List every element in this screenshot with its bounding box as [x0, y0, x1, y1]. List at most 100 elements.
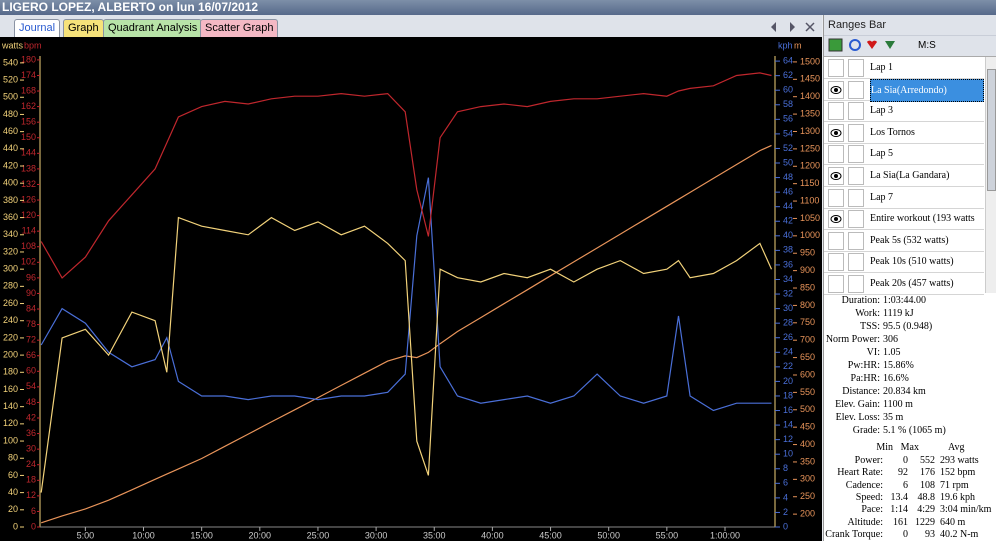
visibility-toggle[interactable]	[828, 275, 844, 293]
y-tick-label: 114	[22, 226, 36, 236]
row-label: Altitude:	[847, 516, 883, 528]
lock-toggle[interactable]	[848, 80, 864, 99]
range-name[interactable]: Los Tornos	[870, 126, 915, 138]
toolbar-label[interactable]: M:S	[918, 40, 936, 51]
avg-value: 40.2 N-m	[940, 528, 979, 540]
y-tick-label: 58	[783, 99, 793, 109]
visibility-toggle[interactable]	[828, 188, 844, 207]
panel-title: Ranges Bar	[824, 15, 996, 35]
lock-toggle[interactable]	[848, 59, 864, 77]
y-tick-label: 168	[21, 85, 36, 95]
range-row[interactable]: La Sia(Arredondo)	[824, 78, 984, 102]
visibility-toggle[interactable]	[828, 80, 844, 99]
y-tick-label: 1000	[800, 230, 820, 240]
y-tick-label: 800	[800, 300, 815, 310]
max-value: 93	[925, 528, 935, 540]
y-tick-label: 1050	[800, 213, 820, 223]
range-row[interactable]: Lap 3	[824, 100, 984, 123]
range-name[interactable]: Peak 5s (532 watts)	[870, 234, 949, 246]
y-tick-label: 500	[800, 404, 815, 414]
visibility-toggle[interactable]	[828, 210, 844, 229]
range-name[interactable]: La Sia(La Gandara)	[870, 170, 950, 181]
max-value: 108	[920, 479, 935, 491]
visibility-toggle[interactable]	[828, 231, 844, 250]
y-tick-label: 1300	[800, 126, 820, 136]
range-row[interactable]: Peak 5s (532 watts)	[824, 230, 984, 252]
y-tick-label: 400	[800, 439, 815, 449]
row-label: Cadence:	[845, 479, 883, 491]
lock-toggle[interactable]	[848, 275, 864, 293]
range-name[interactable]: Lap 7	[870, 191, 894, 203]
y-tick-label: 540	[3, 57, 18, 67]
lock-toggle[interactable]	[848, 253, 864, 272]
range-name[interactable]: Peak 20s (457 watts)	[870, 278, 954, 289]
visibility-toggle[interactable]	[828, 167, 844, 185]
y-tick-label: 80	[8, 453, 18, 463]
y-tick-label: 102	[21, 257, 36, 267]
y-tick-label: 6	[31, 506, 36, 516]
window-title: LIGERO LOPEZ, ALBERTO on lun 16/07/2012	[0, 0, 996, 15]
tab[interactable]: Quadrant Analysis	[103, 19, 203, 37]
y-tick-label: 138	[21, 163, 36, 173]
x-tick-label: 45:00	[539, 530, 562, 540]
row-label: Heart Rate:	[837, 467, 883, 479]
range-name[interactable]: La Sia(Arredondo)	[870, 78, 984, 102]
tab[interactable]: Graph	[63, 19, 104, 37]
range-row[interactable]: Lap 5	[824, 143, 984, 166]
range-row[interactable]: La Sia(La Gandara)	[824, 165, 984, 187]
y-tick-label: 420	[3, 160, 18, 170]
range-row[interactable]: Entire workout (193 watts	[824, 208, 984, 231]
table-header: Avg	[948, 442, 965, 453]
lock-toggle[interactable]	[848, 102, 864, 121]
visibility-toggle[interactable]	[828, 59, 844, 77]
lock-toggle[interactable]	[848, 123, 864, 142]
y-tick-label: 700	[800, 335, 815, 345]
scroll-thumb[interactable]	[987, 69, 996, 191]
data-line	[41, 144, 772, 524]
y-tick-label: 120	[21, 210, 36, 220]
stat-value: 5.1 % (1065 m)	[883, 425, 946, 436]
visibility-toggle[interactable]	[828, 102, 844, 121]
y-tick-label: 66	[26, 350, 36, 360]
y-tick-label: 32	[783, 288, 793, 298]
x-tick-label: 30:00	[365, 530, 388, 540]
y-tick-label: 150	[21, 132, 36, 142]
range-row[interactable]: Lap 7	[824, 187, 984, 209]
y-tick-label: 200	[800, 509, 815, 519]
y-tick-label: 18	[26, 475, 36, 485]
lock-toggle[interactable]	[848, 145, 864, 164]
y-tick-label: 20	[783, 376, 793, 386]
range-name[interactable]: Lap 3	[870, 105, 894, 117]
range-row[interactable]: Lap 1	[824, 57, 984, 79]
tab[interactable]: Scatter Graph	[200, 19, 279, 37]
range-row[interactable]: Los Tornos	[824, 122, 984, 144]
visibility-toggle[interactable]	[828, 123, 844, 142]
y-tick-label: 950	[800, 248, 815, 258]
range-row[interactable]: Peak 20s (457 watts)	[824, 273, 984, 295]
range-name[interactable]: Entire workout (193 watts	[870, 213, 975, 225]
y-tick-label: 1500	[800, 56, 820, 66]
range-name[interactable]: Peak 10s (510 watts)	[870, 256, 954, 268]
y-tick-label: 500	[3, 92, 18, 102]
data-line	[40, 72, 772, 279]
lock-toggle[interactable]	[848, 210, 864, 229]
range-row[interactable]: Peak 10s (510 watts)	[824, 251, 984, 274]
x-tick-label: 40:00	[481, 530, 504, 540]
tab[interactable]: Journal	[14, 19, 61, 37]
range-name[interactable]: Lap 5	[870, 148, 894, 160]
x-tick-label: 50:00	[597, 530, 620, 540]
y-tick-label: 10	[783, 449, 793, 459]
data-line	[40, 216, 773, 493]
row-label: Pace:	[861, 504, 883, 516]
stat-value: 95.5 (0.948)	[883, 321, 933, 332]
visibility-toggle[interactable]	[828, 145, 844, 164]
y-tick-label: 320	[3, 246, 18, 256]
lock-toggle[interactable]	[848, 167, 864, 185]
visibility-toggle[interactable]	[828, 253, 844, 272]
y-tick-label: 440	[3, 143, 18, 153]
range-name[interactable]: Lap 1	[870, 62, 894, 73]
lock-toggle[interactable]	[848, 188, 864, 207]
row-label: Power:	[854, 455, 883, 466]
lock-toggle[interactable]	[848, 231, 864, 250]
x-tick-label: 10:00	[132, 530, 155, 540]
